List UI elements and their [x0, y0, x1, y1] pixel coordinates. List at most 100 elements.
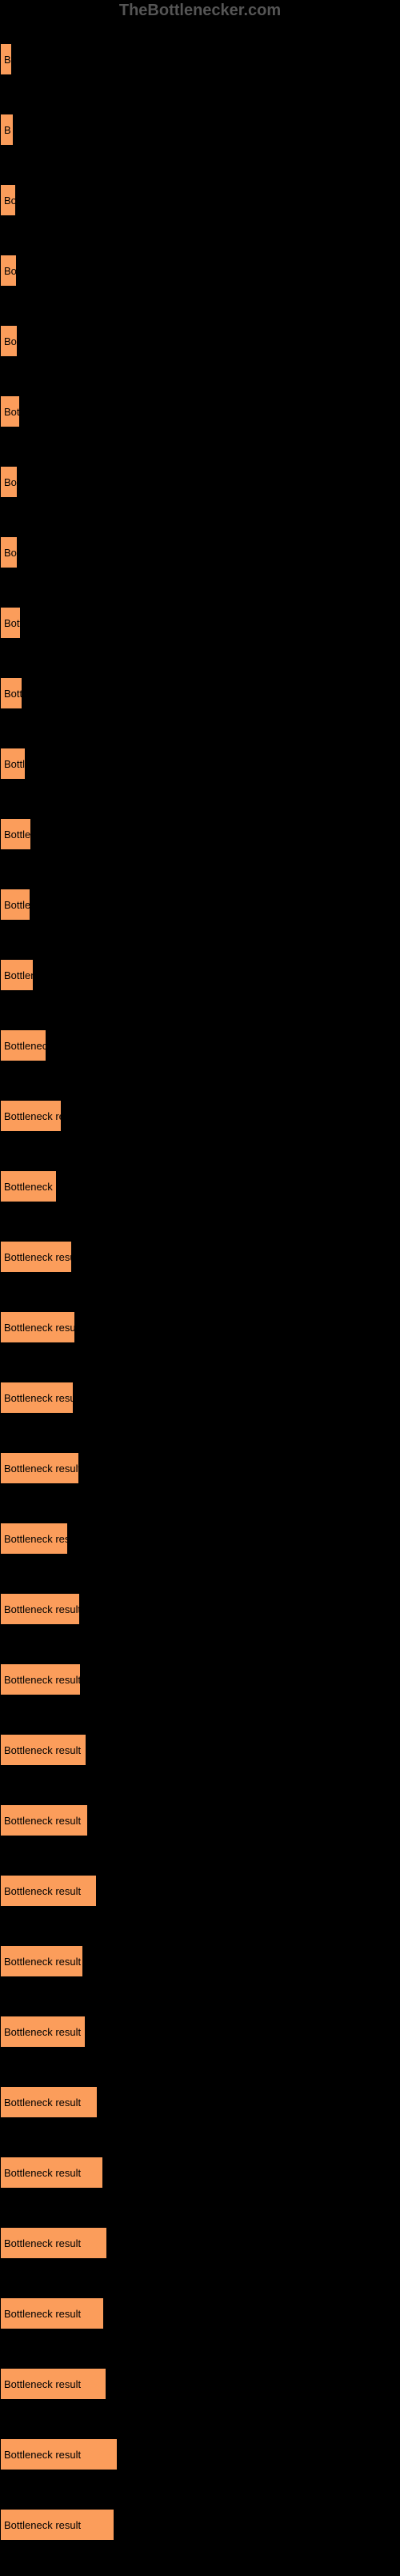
bar-label: Bottleneck result	[4, 1463, 79, 1475]
bar-row: Bottleneck result	[0, 2490, 400, 2560]
bar: Bottleneck result	[0, 2368, 106, 2400]
bar-row: Bottleneck result	[0, 2419, 400, 2490]
bar-label: Bottle	[4, 829, 30, 841]
bar-row: Bo	[0, 165, 400, 235]
bar-row: Bottleneck result	[0, 2349, 400, 2419]
bar-label: Bo	[4, 265, 17, 277]
bar-label: Bottlen	[4, 969, 34, 981]
bar-row: Bottleneck result	[0, 2278, 400, 2349]
bar-row: Bottl	[0, 728, 400, 799]
bar-row: B	[0, 24, 400, 94]
bar-row: Bottleneck result	[0, 1996, 400, 2067]
bar-label: Bottleneck result	[4, 2519, 81, 2531]
bar-row: Bottleneck res	[0, 1081, 400, 1151]
bar-row: Bottleneck result	[0, 1856, 400, 1926]
bar-row: Bottleneck result	[0, 1644, 400, 1715]
bar-label: Bottleneck result	[4, 2237, 81, 2249]
bar-row: Bott	[0, 658, 400, 728]
bar-label: Bo	[4, 335, 17, 347]
bar-label: Bottleneck result	[4, 2167, 81, 2179]
bar: Bottleneck result	[0, 1804, 88, 1836]
bar: Bo	[0, 466, 18, 498]
bar: Bottleneck result	[0, 2157, 103, 2189]
bar-row: Bottleneck result	[0, 1574, 400, 1644]
bar: Bottl	[0, 748, 26, 780]
bar: Bottleneck r	[0, 1170, 57, 1202]
bar-label: Bottleneck result	[4, 1815, 81, 1827]
bar-label: Bot	[4, 406, 20, 418]
bar-row: Bottleneck	[0, 1010, 400, 1081]
bar: B	[0, 114, 14, 146]
bar: Bottleneck result	[0, 1734, 86, 1766]
bar: Bott	[0, 677, 22, 709]
bar: Bottleneck result	[0, 2016, 86, 2048]
bar-label: Bottleneck result	[4, 1744, 81, 1756]
bar: Bo	[0, 255, 17, 287]
bar-row: Bottleneck result	[0, 2137, 400, 2208]
bar: Bottleneck result	[0, 2297, 104, 2329]
bar-row: Bottleneck result	[0, 1715, 400, 1785]
bar: Bottleneck result	[0, 1311, 75, 1343]
bar-row: Bo	[0, 306, 400, 376]
bar-label: Bottleneck result	[4, 1251, 72, 1263]
bar: Bottleneck result	[0, 1945, 83, 1977]
bar: Bottleneck result	[0, 2227, 107, 2259]
bar-row: Bottleneck result	[0, 1292, 400, 1362]
bar-label: Bottle	[4, 899, 30, 911]
bar-label: Bo	[4, 547, 17, 559]
bar-row: Bottleneck result	[0, 1222, 400, 1292]
bar-label: Bottleneck result	[4, 1674, 81, 1686]
bar-label: Bottleneck	[4, 1040, 46, 1052]
bar-label: Bottleneck result	[4, 1956, 81, 1968]
bar: Bottleneck result	[0, 1452, 79, 1484]
bar: Bottleneck res	[0, 1523, 68, 1555]
bar: Bottleneck result	[0, 2509, 114, 2541]
bar-label: Bottleneck res	[4, 1110, 62, 1122]
bar-row: Bottleneck result	[0, 1433, 400, 1503]
bar-label: Bottleneck result	[4, 1392, 74, 1404]
bar-label: Bo	[4, 476, 17, 488]
bar-label: Bottleneck result	[4, 1603, 80, 1615]
bar: Bottleneck res	[0, 1100, 62, 1132]
bar-label: Bottleneck result	[4, 2026, 81, 2038]
bar-row: Bottleneck res	[0, 1503, 400, 1574]
bar: Bottleneck result	[0, 2438, 118, 2470]
bar-label: Bottleneck result	[4, 2097, 81, 2109]
bar-row: Bottleneck result	[0, 2208, 400, 2278]
bar-row: Bot	[0, 376, 400, 447]
bar-row: Bo	[0, 517, 400, 588]
bar-label: Bottleneck result	[4, 2449, 81, 2461]
bar-row: Bottle	[0, 869, 400, 940]
bar-label: Bottl	[4, 758, 25, 770]
bar-row: Bott	[0, 588, 400, 658]
bar-label: Bo	[4, 195, 16, 207]
bar-label: B	[4, 54, 11, 66]
bar-row: Bottleneck r	[0, 1151, 400, 1222]
bar: Bottleneck result	[0, 1875, 97, 1907]
bar: Bott	[0, 607, 21, 639]
bar: Bottleneck result	[0, 2086, 98, 2118]
bar: Bottleneck result	[0, 1663, 81, 1695]
bar-label: B	[4, 124, 11, 136]
bar-row: Bottlen	[0, 940, 400, 1010]
bar: Bottleneck	[0, 1029, 46, 1061]
bar: Bot	[0, 395, 20, 427]
bar: Bottleneck result	[0, 1382, 74, 1414]
bar-label: Bottleneck result	[4, 1322, 75, 1334]
bar-label: Bottleneck res	[4, 1533, 68, 1545]
bar: Bo	[0, 184, 16, 216]
bar: Bottle	[0, 889, 30, 921]
bar: Bo	[0, 536, 18, 568]
bar-label: Bottleneck r	[4, 1181, 57, 1193]
bar-row: Bo	[0, 447, 400, 517]
bar-row: Bottleneck result	[0, 1926, 400, 1996]
bar: Bo	[0, 325, 18, 357]
bar-row: Bottleneck result	[0, 1362, 400, 1433]
bar-label: Bottleneck result	[4, 2378, 81, 2390]
bar-row: Bottleneck result	[0, 1785, 400, 1856]
bar: Bottle	[0, 818, 31, 850]
bar-row: Bottleneck result	[0, 2067, 400, 2137]
bar-row: Bottle	[0, 799, 400, 869]
bar-label: Bottleneck result	[4, 1885, 81, 1897]
bar: Bottleneck result	[0, 1593, 80, 1625]
